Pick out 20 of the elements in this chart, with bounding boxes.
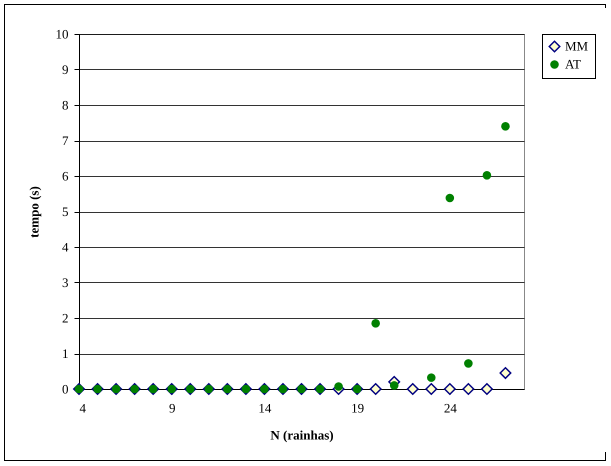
x-tick-label: 9 [168, 400, 176, 416]
y-tick-label: 9 [62, 62, 68, 77]
y-tick-label: 3 [62, 275, 68, 290]
y-tick-label: 1 [62, 346, 68, 361]
x-tick-label: 19 [351, 400, 364, 416]
y-tick-label: 5 [62, 204, 68, 219]
y-tick-label: 2 [62, 310, 68, 326]
x-tick-label: 4 [80, 400, 86, 416]
y-tick-label: 7 [62, 133, 69, 148]
y-tick-label: 6 [62, 168, 69, 184]
legend-label: MM [565, 38, 589, 54]
y-tick-label: 10 [56, 26, 68, 42]
x-tick-label: 14 [258, 400, 272, 416]
y-tick-label: 0 [62, 382, 68, 396]
y-axis-title: tempo (s) [26, 186, 42, 238]
y-tick-label: 8 [62, 98, 68, 112]
y-tick-label: 4 [62, 240, 69, 254]
x-tick-label: 24 [444, 400, 458, 416]
x-axis-title: N (rainhas) [270, 428, 334, 442]
legend-label: AT [565, 56, 581, 72]
